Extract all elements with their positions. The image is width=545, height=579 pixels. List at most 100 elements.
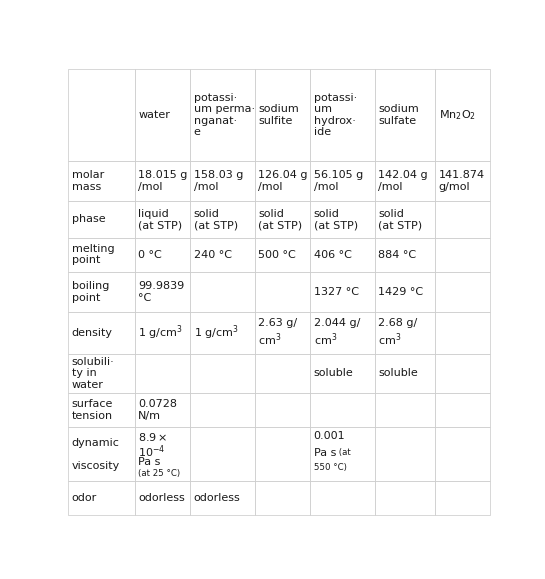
Bar	[310, 238, 375, 272]
Bar	[310, 427, 375, 482]
Bar	[375, 69, 435, 160]
Bar	[310, 160, 375, 201]
Bar	[255, 201, 310, 238]
Bar	[310, 482, 375, 515]
Bar	[68, 312, 135, 354]
Bar	[435, 160, 490, 201]
Bar	[190, 238, 255, 272]
Text: potassi·
um
hydrox·
ide: potassi· um hydrox· ide	[314, 93, 357, 137]
Bar	[190, 312, 255, 354]
Bar	[190, 393, 255, 427]
Bar	[375, 312, 435, 354]
Bar	[435, 427, 490, 482]
Text: (at 25 °C): (at 25 °C)	[138, 470, 180, 478]
Text: 1 g/cm$^3$: 1 g/cm$^3$	[193, 324, 238, 342]
Bar	[435, 354, 490, 393]
Bar	[68, 272, 135, 312]
Bar	[375, 272, 435, 312]
Text: density: density	[71, 328, 112, 338]
Text: odorless: odorless	[193, 493, 240, 503]
Text: water: water	[138, 110, 170, 120]
Bar	[435, 201, 490, 238]
Text: 2.044 g/
cm$^3$: 2.044 g/ cm$^3$	[314, 318, 360, 347]
Bar	[435, 482, 490, 515]
Text: 1 g/cm$^3$: 1 g/cm$^3$	[138, 324, 183, 342]
Text: liquid
(at STP): liquid (at STP)	[138, 208, 182, 230]
Text: 126.04 g
/mol: 126.04 g /mol	[258, 170, 308, 192]
Text: phase: phase	[71, 214, 105, 225]
Bar	[310, 201, 375, 238]
Text: odor: odor	[71, 493, 97, 503]
Text: 158.03 g
/mol: 158.03 g /mol	[193, 170, 243, 192]
Bar	[310, 69, 375, 160]
Bar	[135, 272, 190, 312]
Bar	[375, 201, 435, 238]
Bar	[255, 427, 310, 482]
Text: solid
(at STP): solid (at STP)	[193, 208, 238, 230]
Bar	[435, 238, 490, 272]
Text: dynamic

viscosity: dynamic viscosity	[71, 438, 120, 471]
Text: 550 °C): 550 °C)	[314, 463, 347, 472]
Text: 240 °C: 240 °C	[193, 250, 232, 259]
Bar	[255, 393, 310, 427]
Bar	[255, 482, 310, 515]
Text: melting
point: melting point	[71, 244, 114, 265]
Bar	[375, 427, 435, 482]
Bar	[375, 482, 435, 515]
Text: 500 °C: 500 °C	[258, 250, 296, 259]
Text: 18.015 g
/mol: 18.015 g /mol	[138, 170, 187, 192]
Text: 56.105 g
/mol: 56.105 g /mol	[314, 170, 363, 192]
Text: 2.68 g/
cm$^3$: 2.68 g/ cm$^3$	[378, 318, 417, 347]
Bar	[135, 393, 190, 427]
Text: sodium
sulfite: sodium sulfite	[258, 104, 299, 126]
Text: soluble: soluble	[314, 368, 353, 379]
Text: 141.874
g/mol: 141.874 g/mol	[439, 170, 485, 192]
Bar	[68, 69, 135, 160]
Bar	[68, 427, 135, 482]
Bar	[375, 160, 435, 201]
Text: 1429 °C: 1429 °C	[378, 287, 423, 297]
Text: solubili·
ty in
water: solubili· ty in water	[71, 357, 114, 390]
Bar	[255, 238, 310, 272]
Bar	[190, 427, 255, 482]
Bar	[135, 312, 190, 354]
Text: soluble: soluble	[378, 368, 418, 379]
Text: $10^{-4}$: $10^{-4}$	[138, 443, 166, 460]
Text: surface
tension: surface tension	[71, 399, 113, 420]
Bar	[310, 354, 375, 393]
Text: potassi·
um perma·
nganat·
e: potassi· um perma· nganat· e	[193, 93, 255, 137]
Bar	[68, 393, 135, 427]
Bar	[135, 354, 190, 393]
Bar	[435, 393, 490, 427]
Bar	[190, 272, 255, 312]
Text: odorless: odorless	[138, 493, 185, 503]
Text: solid
(at STP): solid (at STP)	[258, 208, 302, 230]
Bar	[310, 393, 375, 427]
Bar	[435, 69, 490, 160]
Bar	[310, 272, 375, 312]
Text: 884 °C: 884 °C	[378, 250, 416, 259]
Bar	[190, 354, 255, 393]
Bar	[135, 160, 190, 201]
Bar	[135, 427, 190, 482]
Text: boiling
point: boiling point	[71, 281, 109, 303]
Text: 406 °C: 406 °C	[314, 250, 352, 259]
Text: molar
mass: molar mass	[71, 170, 104, 192]
Text: 0 °C: 0 °C	[138, 250, 162, 259]
Text: sodium
sulfate: sodium sulfate	[378, 104, 419, 126]
Bar	[255, 69, 310, 160]
Bar	[68, 160, 135, 201]
Bar	[255, 272, 310, 312]
Bar	[190, 482, 255, 515]
Bar	[435, 312, 490, 354]
Bar	[190, 201, 255, 238]
Bar	[310, 312, 375, 354]
Bar	[68, 354, 135, 393]
Text: Pa s: Pa s	[138, 457, 161, 467]
Text: 2.63 g/
cm$^3$: 2.63 g/ cm$^3$	[258, 318, 298, 347]
Bar	[375, 238, 435, 272]
Text: 0.001: 0.001	[314, 431, 346, 441]
Bar	[375, 393, 435, 427]
Text: solid
(at STP): solid (at STP)	[314, 208, 358, 230]
Text: 99.9839
°C: 99.9839 °C	[138, 281, 184, 303]
